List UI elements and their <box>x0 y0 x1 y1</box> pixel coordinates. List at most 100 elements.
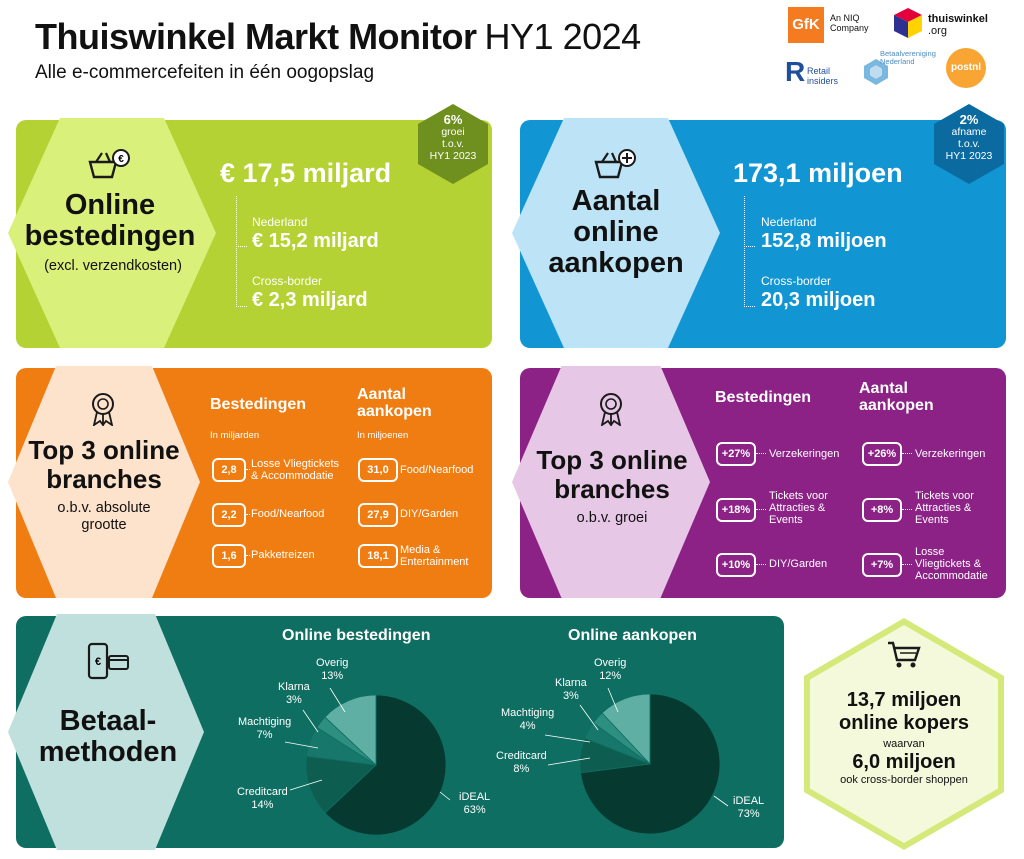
top-growth-spend-label-3: DIY/Garden <box>769 558 828 570</box>
top-growth-purchases-value-2: +8% <box>862 498 902 522</box>
retail-insiders-icon: R <box>785 56 806 87</box>
purchases-connector-nl <box>744 196 755 247</box>
purchases-badge-line1: afname <box>951 126 987 138</box>
postnl-logo: postnl <box>946 48 986 88</box>
spend-total: € 17,5 miljard <box>220 158 392 188</box>
spend-title: Online bestedingen <box>24 190 196 252</box>
chart-2-title: Online aankopen <box>568 627 697 644</box>
spend-badge-line3: HY1 2023 <box>429 150 477 162</box>
top-size-title-line1: Top 3 online <box>28 435 180 465</box>
pie1-leader-4 <box>439 791 451 801</box>
pie1-label-klarna: Klarna 3% <box>278 681 310 707</box>
top-growth-purchases-3-l2: Vliegtickets & <box>915 558 982 570</box>
spend-badge-pct: 6% <box>443 112 463 127</box>
pie2-label-creditcard: Creditcard 8% <box>496 750 547 776</box>
purchases-badge-line2: t.o.v. <box>958 138 980 150</box>
pie1-slice-creditcard <box>305 755 377 814</box>
pie2-slice-overig <box>601 693 651 766</box>
pie1-label-overig: Overig 13% <box>316 657 348 683</box>
pie2-label-klarna: Klarna 3% <box>555 677 587 703</box>
pie1-cat-machtiging: Machtiging <box>238 716 292 728</box>
top-growth-col2-line1: Aantal <box>859 380 908 397</box>
top-size-col1-sub: In miljarden <box>210 430 260 441</box>
top-growth-purchases-3-l3: Accommodatie <box>915 570 988 582</box>
spend-title-line1: Online <box>64 189 156 221</box>
top-size-purchases-3-l2: Entertainment <box>400 556 469 568</box>
top-growth-spend-value-1: +27% <box>716 442 756 466</box>
top-size-title-line2: branches <box>46 464 162 494</box>
top-size-col2-title: Aantal aankopen <box>357 386 432 420</box>
top-size-spend-dash-2 <box>246 514 250 515</box>
pie2-label-machtiging: Machtiging 4% <box>501 707 554 733</box>
top-size-col2-line1: Aantal <box>357 386 406 403</box>
pie1-leader-1 <box>302 709 319 733</box>
purchases-connector-cb <box>744 246 755 307</box>
pie2-cat-machtiging: Machtiging <box>501 707 555 719</box>
top-growth-col2-line2: aankopen <box>859 397 934 414</box>
pie1-cat-overig: Overig <box>316 657 349 669</box>
pie2-leader-4 <box>713 795 729 807</box>
pie1-val-klarna: 3% <box>285 694 302 706</box>
top-size-spend-value-1: 2,8 <box>212 458 246 482</box>
gfk-note: An NIQ Company <box>830 13 869 33</box>
pie1-cat-ideal: iDEAL <box>459 791 491 803</box>
buyers-count: 13,7 miljoen <box>846 689 962 711</box>
top-growth-purchases-2-l1: Tickets voor <box>915 490 974 502</box>
top-growth-purchases-label-3: Losse Vliegtickets & Accommodatie <box>915 546 988 582</box>
chart-1-title: Online bestedingen <box>282 627 431 644</box>
top-growth-purchases-dash-1 <box>902 453 912 454</box>
top-size-spend-1-l2: & Accommodatie <box>251 470 334 482</box>
pie2-val-overig: 12% <box>599 670 622 682</box>
top-growth-title-line2: branches <box>554 474 670 504</box>
page-title: Thuiswinkel Markt Monitor HY1 2024 <box>35 16 641 58</box>
top-size-col2-line2: aankopen <box>357 403 432 420</box>
top-growth-purchases-dash-2 <box>902 509 912 510</box>
pie1-val-overig: 13% <box>321 670 344 682</box>
purchases-decline-badge: 2% afname t.o.v. HY1 2023 <box>934 104 1004 184</box>
top-growth-col2-title: Aantal aankopen <box>859 380 934 414</box>
top-size-col2-sub: In miljoenen <box>357 430 409 441</box>
top-growth-spend-2-l3: Events <box>769 514 803 526</box>
pie1-slice-ideal <box>324 694 447 836</box>
pie2-val-klarna: 3% <box>562 690 579 702</box>
buyers-crossborder-label: ook cross-border shoppen <box>840 774 968 786</box>
svg-text:€: € <box>95 656 101 668</box>
top-growth-purchases-2-l2: Attracties & <box>915 502 972 514</box>
top-growth-title-line1: Top 3 online <box>536 445 688 475</box>
top-size-spend-dash-1 <box>246 469 250 470</box>
top-size-spend-label-1: Losse Vliegtickets & Accommodatie <box>251 458 339 482</box>
basket-plus-icon <box>594 148 636 180</box>
top-size-sub-line1: o.b.v. absolute <box>57 500 151 516</box>
pie2-cat-creditcard: Creditcard <box>496 750 547 762</box>
spend-badge-line2: t.o.v. <box>442 138 464 150</box>
top-growth-spend-dash-3 <box>756 564 766 565</box>
top-size-spend-1-l1: Losse Vliegtickets <box>251 458 340 470</box>
spend-cb-value: € 2,3 miljard <box>252 289 368 311</box>
top-growth-purchases-label-2: Tickets voor Attracties & Events <box>915 490 974 526</box>
title-period: HY1 2024 <box>484 16 642 57</box>
top-size-spend-value-3: 1,6 <box>212 544 246 568</box>
pie2-leader-2 <box>544 734 591 743</box>
pie2-label-overig: Overig 12% <box>594 657 626 683</box>
spend-nl-label: Nederland <box>252 215 308 229</box>
pie2-cat-ideal: iDEAL <box>733 795 765 807</box>
top-size-subtitle: o.b.v. absolute grootte <box>18 500 190 534</box>
pie1-val-machtiging: 7% <box>256 729 273 741</box>
pie2-cat-klarna: Klarna <box>555 677 587 689</box>
thuiswinkel-cube-icon <box>892 6 924 40</box>
top-growth-spend-dash-1 <box>756 453 766 454</box>
buyers-crossborder-count: 6,0 miljoen <box>852 751 956 773</box>
payments-title: Betaal-methoden <box>24 706 192 768</box>
spend-connector-nl <box>236 196 247 247</box>
purchases-cb-value: 20,3 miljoen <box>761 289 876 311</box>
top-size-purchases-label-1: Food/Nearfood <box>400 464 474 476</box>
top-growth-subtitle: o.b.v. groei <box>576 510 648 526</box>
pie1-val-ideal: 63% <box>463 804 486 816</box>
pie1-label-ideal: iDEAL 63% <box>459 791 490 817</box>
pie2-leader-3 <box>547 757 591 766</box>
top-growth-spend-value-2: +18% <box>716 498 756 522</box>
cart-icon <box>810 625 998 673</box>
thuiswinkel-logo: thuiswinkel .org <box>928 13 988 37</box>
payments-title-line1: Betaal- <box>59 705 157 737</box>
pie2-leader-1 <box>579 704 599 731</box>
